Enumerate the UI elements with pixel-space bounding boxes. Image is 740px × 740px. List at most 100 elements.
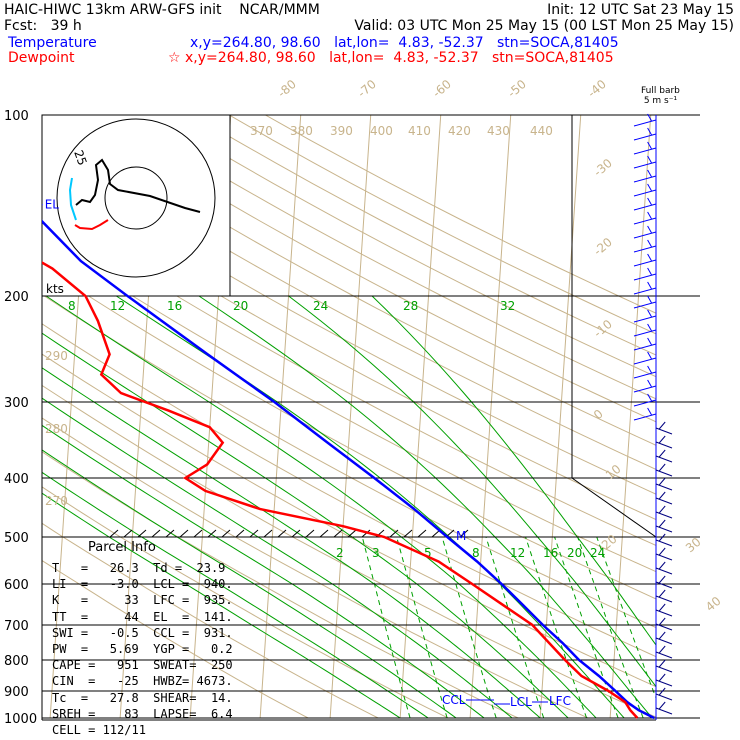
temperature-profile-line [42,219,655,720]
wind-barb-flag [658,701,666,710]
moist-adiabat-label: 16 [167,299,182,313]
wind-barb-flag [647,267,653,276]
wind-barb-flag [647,407,653,416]
ccl-label: CCL [442,693,466,707]
wind-barb-flag [658,603,666,612]
hatch-mark [137,529,147,538]
dry-adiabat-line [83,115,656,423]
isotherm-line [399,115,442,719]
wind-barb [633,385,657,393]
parcel-row: CELL = 112/11 [52,723,146,738]
hodograph-trace-mid [68,177,77,221]
hatch-mark [263,529,273,538]
wind-barb [633,161,657,169]
isotherm-line [189,115,232,719]
wind-barb [633,315,657,323]
hatch-mark [207,529,217,538]
wind-barb [655,497,673,505]
mixing-ratio-label: 12 [510,546,525,560]
parcel-row: SREH = 83 LAPSE= 6.4 [52,706,233,721]
lcl-label: LCL [510,695,532,709]
wind-barb [655,427,673,435]
mixing-ratio-label: 24 [590,546,605,560]
barb-scale-line1: Full barb [641,86,680,96]
wind-barb-flag [658,589,666,598]
isotherm-label: 0 [591,407,606,423]
wind-barb-flag [647,183,653,192]
isentrope-label: 290 [45,349,68,363]
hodograph-frame [41,114,231,297]
mixing-ratio-line [485,536,545,719]
wind-barb-flag [647,309,653,318]
mixing-ratio-line [396,536,448,719]
plot-inset-border [571,115,657,538]
wind-barb [655,609,673,617]
hatch-mark [179,529,189,538]
mixing-ratio-label: 8 [472,546,480,560]
isentrope-label: 430 [487,124,510,138]
wind-barb-flag [658,491,666,500]
wind-barb [633,175,657,183]
wind-barb [655,623,673,631]
isotherm-label: -40 [585,77,609,100]
hatch-mark [277,529,287,538]
wind-barb-flag [658,547,666,556]
mixing-ratio-line [441,536,497,719]
wind-barb [633,245,657,253]
barb-scale-title: Full barb 5 m s⁻¹ [641,86,680,106]
isentrope-label: 390 [330,124,353,138]
hatch-mark [459,529,469,538]
dry-adiabat-line [42,184,656,521]
wind-barb-flag [658,519,666,528]
hatch-mark [291,529,301,538]
hodograph-units: kts [46,282,64,296]
dry-adiabat-line [191,115,656,356]
pressure-label: 1000 [4,712,37,727]
dry-adiabat-line [42,417,617,719]
parcel-row: SWI = -0.5 CCL = 931. [52,625,233,640]
hatch-mark [403,529,413,538]
hatch-mark [109,529,119,538]
hatch-mark [193,529,203,538]
wind-barb-flag [647,113,653,122]
wind-barb-flag [647,225,653,234]
wind-barb-flag [647,379,653,388]
moist-adiabat-label: 20 [233,299,248,313]
wind-barb [633,133,657,141]
wind-barb-flag [647,155,653,164]
parcel-row: TT = 44 EL = 141. [52,609,233,624]
wind-barb-flag [658,617,666,626]
mixing-ratio-label: 3 [372,546,380,560]
hodograph-outer-ring [56,118,216,278]
moist-adiabat-label: 24 [313,299,328,313]
wind-barb-flag [658,463,666,472]
wind-barb-flag [647,323,653,332]
dry-adiabat-line [42,451,546,719]
wind-barb [633,371,657,379]
isotherm-line [259,115,302,719]
moist-adiabat-label: 28 [403,299,418,313]
dry-adiabat-line [42,237,656,573]
parcel-row: CAPE = 951 SWEAT= 250 [52,658,233,673]
hatch-mark [347,529,357,538]
moist-adiabat-label: 12 [110,299,125,313]
hatch-mark [333,529,343,538]
wind-barb-flag [658,561,666,570]
hatch-mark [249,529,259,538]
parcel-row: PW = 5.69 YGP = 0.2 [52,642,233,657]
wind-barb [655,441,673,449]
wind-barb-flag [647,365,653,374]
hodograph-trace-low [74,219,109,231]
pressure-label: 500 [4,531,29,546]
dry-adiabat-line [42,134,656,470]
parcel-row: LI = -3.0 LCL = 940. [52,577,233,592]
header-line2-right: Valid: 03 UTC Mon 25 May 15 (00 LST Mon … [354,18,734,34]
wind-barb-flag [647,197,653,206]
wind-barb-flag [647,169,653,178]
pressure-label: 300 [4,396,29,411]
parcel-info-title: Parcel Info [88,540,156,555]
wind-barb [655,581,673,589]
wind-barb [633,147,657,155]
header-line1-left: HAIC-HIWC 13km ARW-GFS init NCAR/MMM [4,2,320,18]
